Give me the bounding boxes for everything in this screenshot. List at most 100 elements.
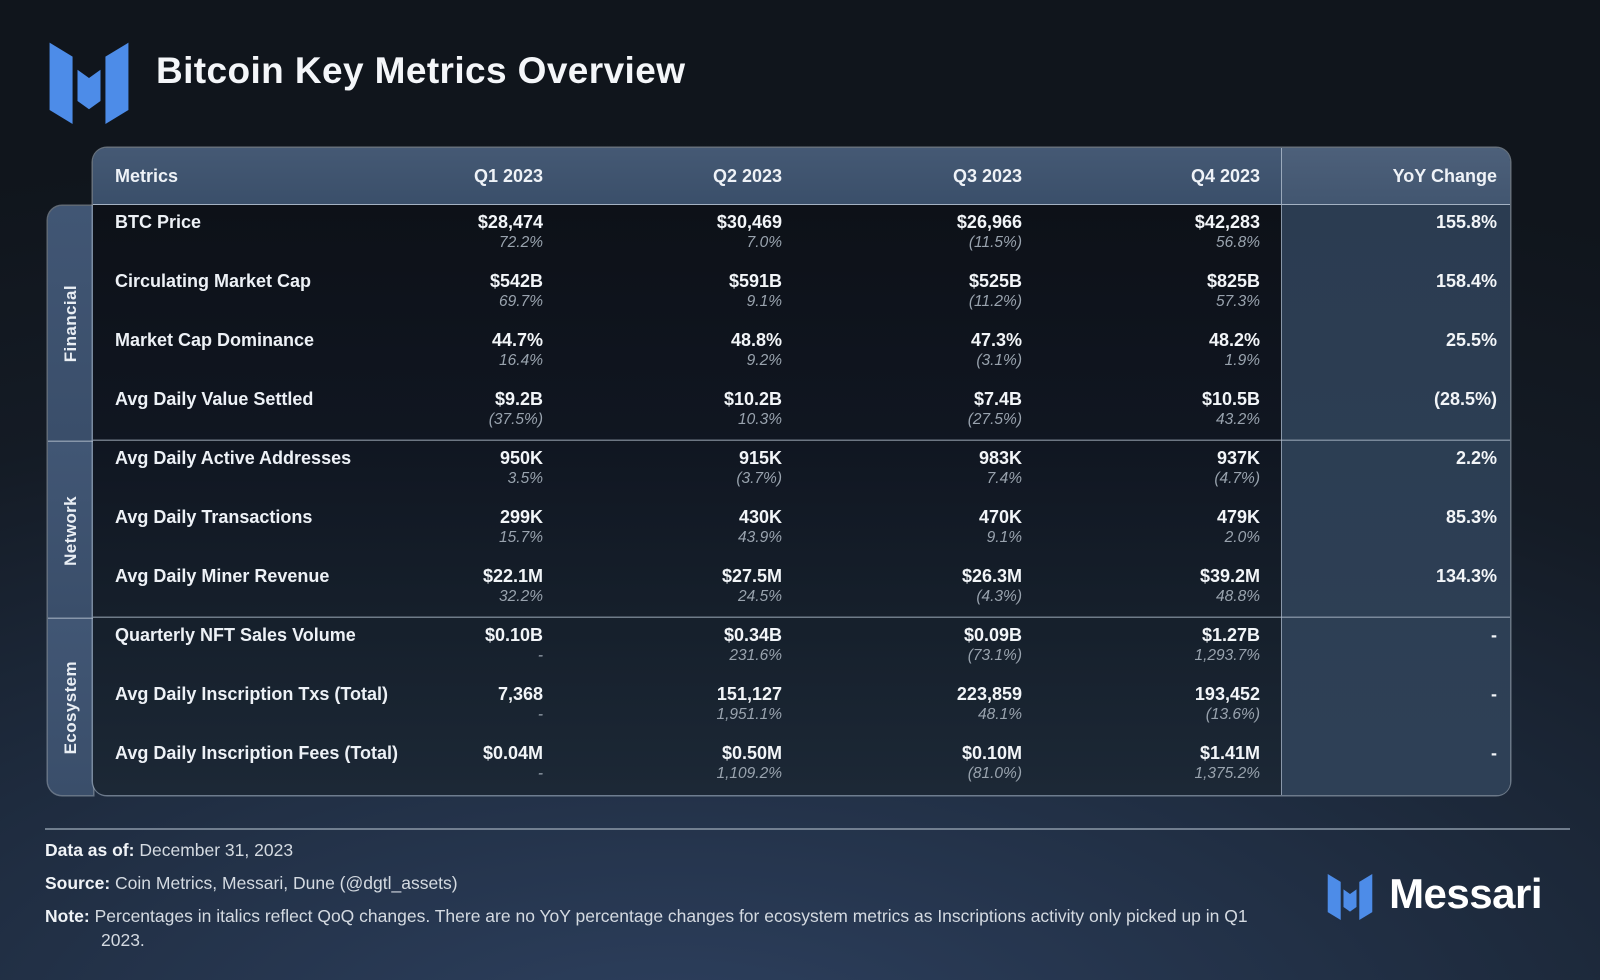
value-cell-q3: $0.10M (81.0%) (782, 736, 1022, 795)
metric-label: Avg Daily Miner Revenue (115, 566, 330, 586)
qoq-change-q1: (37.5%) (488, 411, 543, 428)
value-cell-q3: $525B (11.2%) (782, 264, 1022, 323)
value-q1: $0.04M (482, 743, 543, 763)
source-line: Source: Coin Metrics, Messari, Dune (@dg… (45, 871, 1570, 895)
value-cell-q4: 937K (4.7%) (1022, 441, 1260, 500)
data-as-of-value: December 31, 2023 (139, 840, 294, 860)
value-q2: 48.8% (730, 330, 782, 350)
row-spacer (1260, 500, 1281, 559)
column-header-yoy: YoY Change (1281, 148, 1510, 204)
value-cell-q4: 479K 2.0% (1022, 500, 1260, 559)
value-cell-q4: $1.27B 1,293.7% (1022, 618, 1261, 677)
qoq-change-q4: 57.3% (1216, 293, 1260, 310)
category-segment-network: Network (48, 442, 93, 619)
qoq-change-q2: 24.5% (738, 588, 782, 605)
value-q1: $0.10B (484, 625, 543, 645)
qoq-change-q4: (4.7%) (1214, 470, 1260, 487)
row-spacer (1260, 736, 1281, 795)
yoy-change-cell: - (1281, 677, 1510, 736)
table-row: BTC Price $28,474 72.2% $30,469 7.0% $26,966 (… (93, 205, 1510, 264)
data-as-of-label: Data as of: (45, 840, 135, 860)
value-cell-q1: $0.10B - (450, 618, 543, 677)
qoq-change-q4: 56.8% (1216, 234, 1260, 251)
yoy-change-cell: 134.3% (1281, 559, 1510, 618)
note-line: Note: Percentages in italics reflect QoQ… (45, 904, 1290, 952)
column-header-q4: Q4 2023 (1190, 165, 1260, 186)
category-strip: Financial Network Ecosystem (48, 206, 93, 795)
qoq-change-q1: 16.4% (499, 352, 543, 369)
table-section-ecosystem: Quarterly NFT Sales Volume $0.10B - $0.34B 2… (93, 618, 1510, 795)
table-row: Market Cap Dominance 44.7% 16.4% 48.8% 9.2% 4… (93, 323, 1510, 382)
yoy-change-cell: 25.5% (1281, 323, 1510, 382)
qoq-change-q1: 3.5% (507, 470, 543, 487)
row-spacer (1260, 618, 1281, 677)
row-spacer (1260, 264, 1281, 323)
qoq-change-q2: 231.6% (729, 647, 782, 664)
footer-brand-wordmark: Messari (1389, 870, 1542, 917)
value-q1: $28,474 (477, 212, 543, 232)
qoq-change-q3: (11.2%) (968, 293, 1022, 310)
yoy-change-value: 158.4% (1435, 271, 1497, 291)
value-q1: 7,368 (497, 684, 543, 704)
row-spacer (1260, 323, 1281, 382)
value-cell-q2: $10.2B 10.3% (543, 382, 782, 441)
value-cell-q4: 48.2% 1.9% (1022, 323, 1260, 382)
value-q4: $42,283 (1194, 212, 1260, 232)
value-cell-q2: $27.5M 24.5% (543, 559, 782, 618)
qoq-change-q1: 32.2% (499, 588, 543, 605)
category-segment-financial: Financial (48, 206, 93, 442)
value-cell-q1: 7,368 - (450, 677, 543, 736)
page-title: Bitcoin Key Metrics Overview (156, 50, 686, 91)
source-label: Source: (45, 873, 111, 893)
value-cell-q3: $26.3M (4.3%) (782, 559, 1022, 618)
metric-label: Circulating Market Cap (115, 271, 312, 291)
messari-logo-icon (1327, 874, 1373, 920)
qoq-change-q2: 9.2% (746, 352, 782, 369)
yoy-change-cell: (28.5%) (1281, 382, 1510, 441)
table-body: BTC Price $28,474 72.2% $30,469 7.0% $26,966 (… (93, 205, 1510, 795)
table-header-row: Metrics Q1 2023 Q2 2023 Q3 2023 Q4 2023 … (93, 148, 1510, 205)
value-cell-q2: $30,469 7.0% (543, 205, 782, 264)
data-as-of-line: Data as of: December 31, 2023 (45, 838, 1570, 862)
value-q4: 48.2% (1208, 330, 1260, 350)
category-label: Network (60, 495, 80, 566)
qoq-change-q2: 9.1% (746, 293, 782, 310)
value-cell-q1: $22.1M 32.2% (450, 559, 543, 618)
value-cell-q2: $0.34B 231.6% (543, 618, 782, 677)
value-q2: $10.2B (723, 389, 782, 409)
value-cell-q2: 48.8% 9.2% (543, 323, 782, 382)
value-cell-q3: $7.4B (27.5%) (782, 382, 1022, 441)
category-label: Ecosystem (60, 660, 80, 755)
qoq-change-q1: 15.7% (499, 529, 543, 546)
table-section-network: Avg Daily Active Addresses 950K 3.5% 915K (3… (93, 441, 1510, 618)
qoq-change-q2: 43.9% (738, 529, 782, 546)
value-cell-q3: 470K 9.1% (782, 500, 1022, 559)
value-cell-q3: 223,859 48.1% (782, 677, 1022, 736)
qoq-change-q3: 7.4% (986, 470, 1022, 487)
value-q3: $0.09B (963, 625, 1022, 645)
metric-label: Quarterly NFT Sales Volume (115, 625, 356, 645)
value-cell-q2: $591B 9.1% (543, 264, 782, 323)
column-header-q3: Q3 2023 (952, 165, 1022, 186)
qoq-change-q3: (73.1%) (967, 647, 1022, 664)
value-q1: $9.2B (494, 389, 543, 409)
row-spacer (1260, 677, 1281, 736)
value-cell-q1: $28,474 72.2% (450, 205, 543, 264)
yoy-change-cell: 158.4% (1281, 264, 1510, 323)
value-q2: 430K (738, 507, 782, 527)
yoy-change-value: 155.8% (1435, 212, 1497, 232)
qoq-change-q3: 9.1% (986, 529, 1022, 546)
qoq-change-q3: (3.1%) (976, 352, 1022, 369)
row-spacer (1260, 441, 1281, 500)
category-label: Financial (60, 285, 80, 363)
value-cell-q3: $0.09B (73.1%) (782, 618, 1022, 677)
value-q3: $26,966 (956, 212, 1022, 232)
value-q3: 47.3% (970, 330, 1022, 350)
table-row: Avg Daily Active Addresses 950K 3.5% 915K (3… (93, 441, 1510, 500)
qoq-change-q1: - (537, 706, 543, 723)
qoq-change-q2: (3.7%) (736, 470, 782, 487)
value-q4: $1.41M (1199, 743, 1260, 763)
table-row: Avg Daily Inscription Fees (Total) $0.04M… (93, 736, 1510, 795)
row-spacer (1260, 205, 1281, 264)
